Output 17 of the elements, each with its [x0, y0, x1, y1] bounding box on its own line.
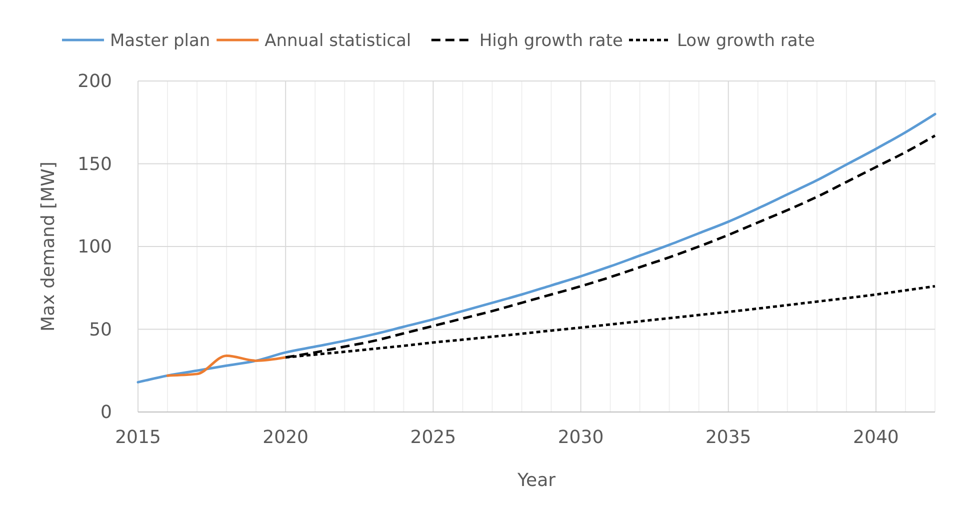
x-tick-label: 2035: [705, 427, 752, 448]
legend-label: Low growth rate: [677, 31, 815, 51]
legend-label: High growth rate: [479, 31, 623, 51]
legend-label: Annual statistical: [264, 31, 412, 51]
x-tick-label: 2025: [410, 427, 456, 448]
legend-label: Master plan: [110, 31, 210, 51]
x-tick-label: 2020: [262, 427, 308, 448]
y-tick-label: 0: [100, 402, 112, 423]
y-tick-label: 100: [78, 236, 112, 258]
y-tick-label: 200: [78, 71, 112, 92]
x-tick-label: 2030: [558, 427, 604, 448]
x-tick-label: 2015: [115, 427, 161, 448]
x-axis-title: Year: [516, 470, 556, 491]
y-tick-label: 150: [78, 154, 112, 175]
x-tick-label: 2040: [853, 427, 899, 448]
y-axis-title: Max demand [MW]: [38, 162, 59, 332]
y-tick-label: 50: [89, 319, 112, 340]
